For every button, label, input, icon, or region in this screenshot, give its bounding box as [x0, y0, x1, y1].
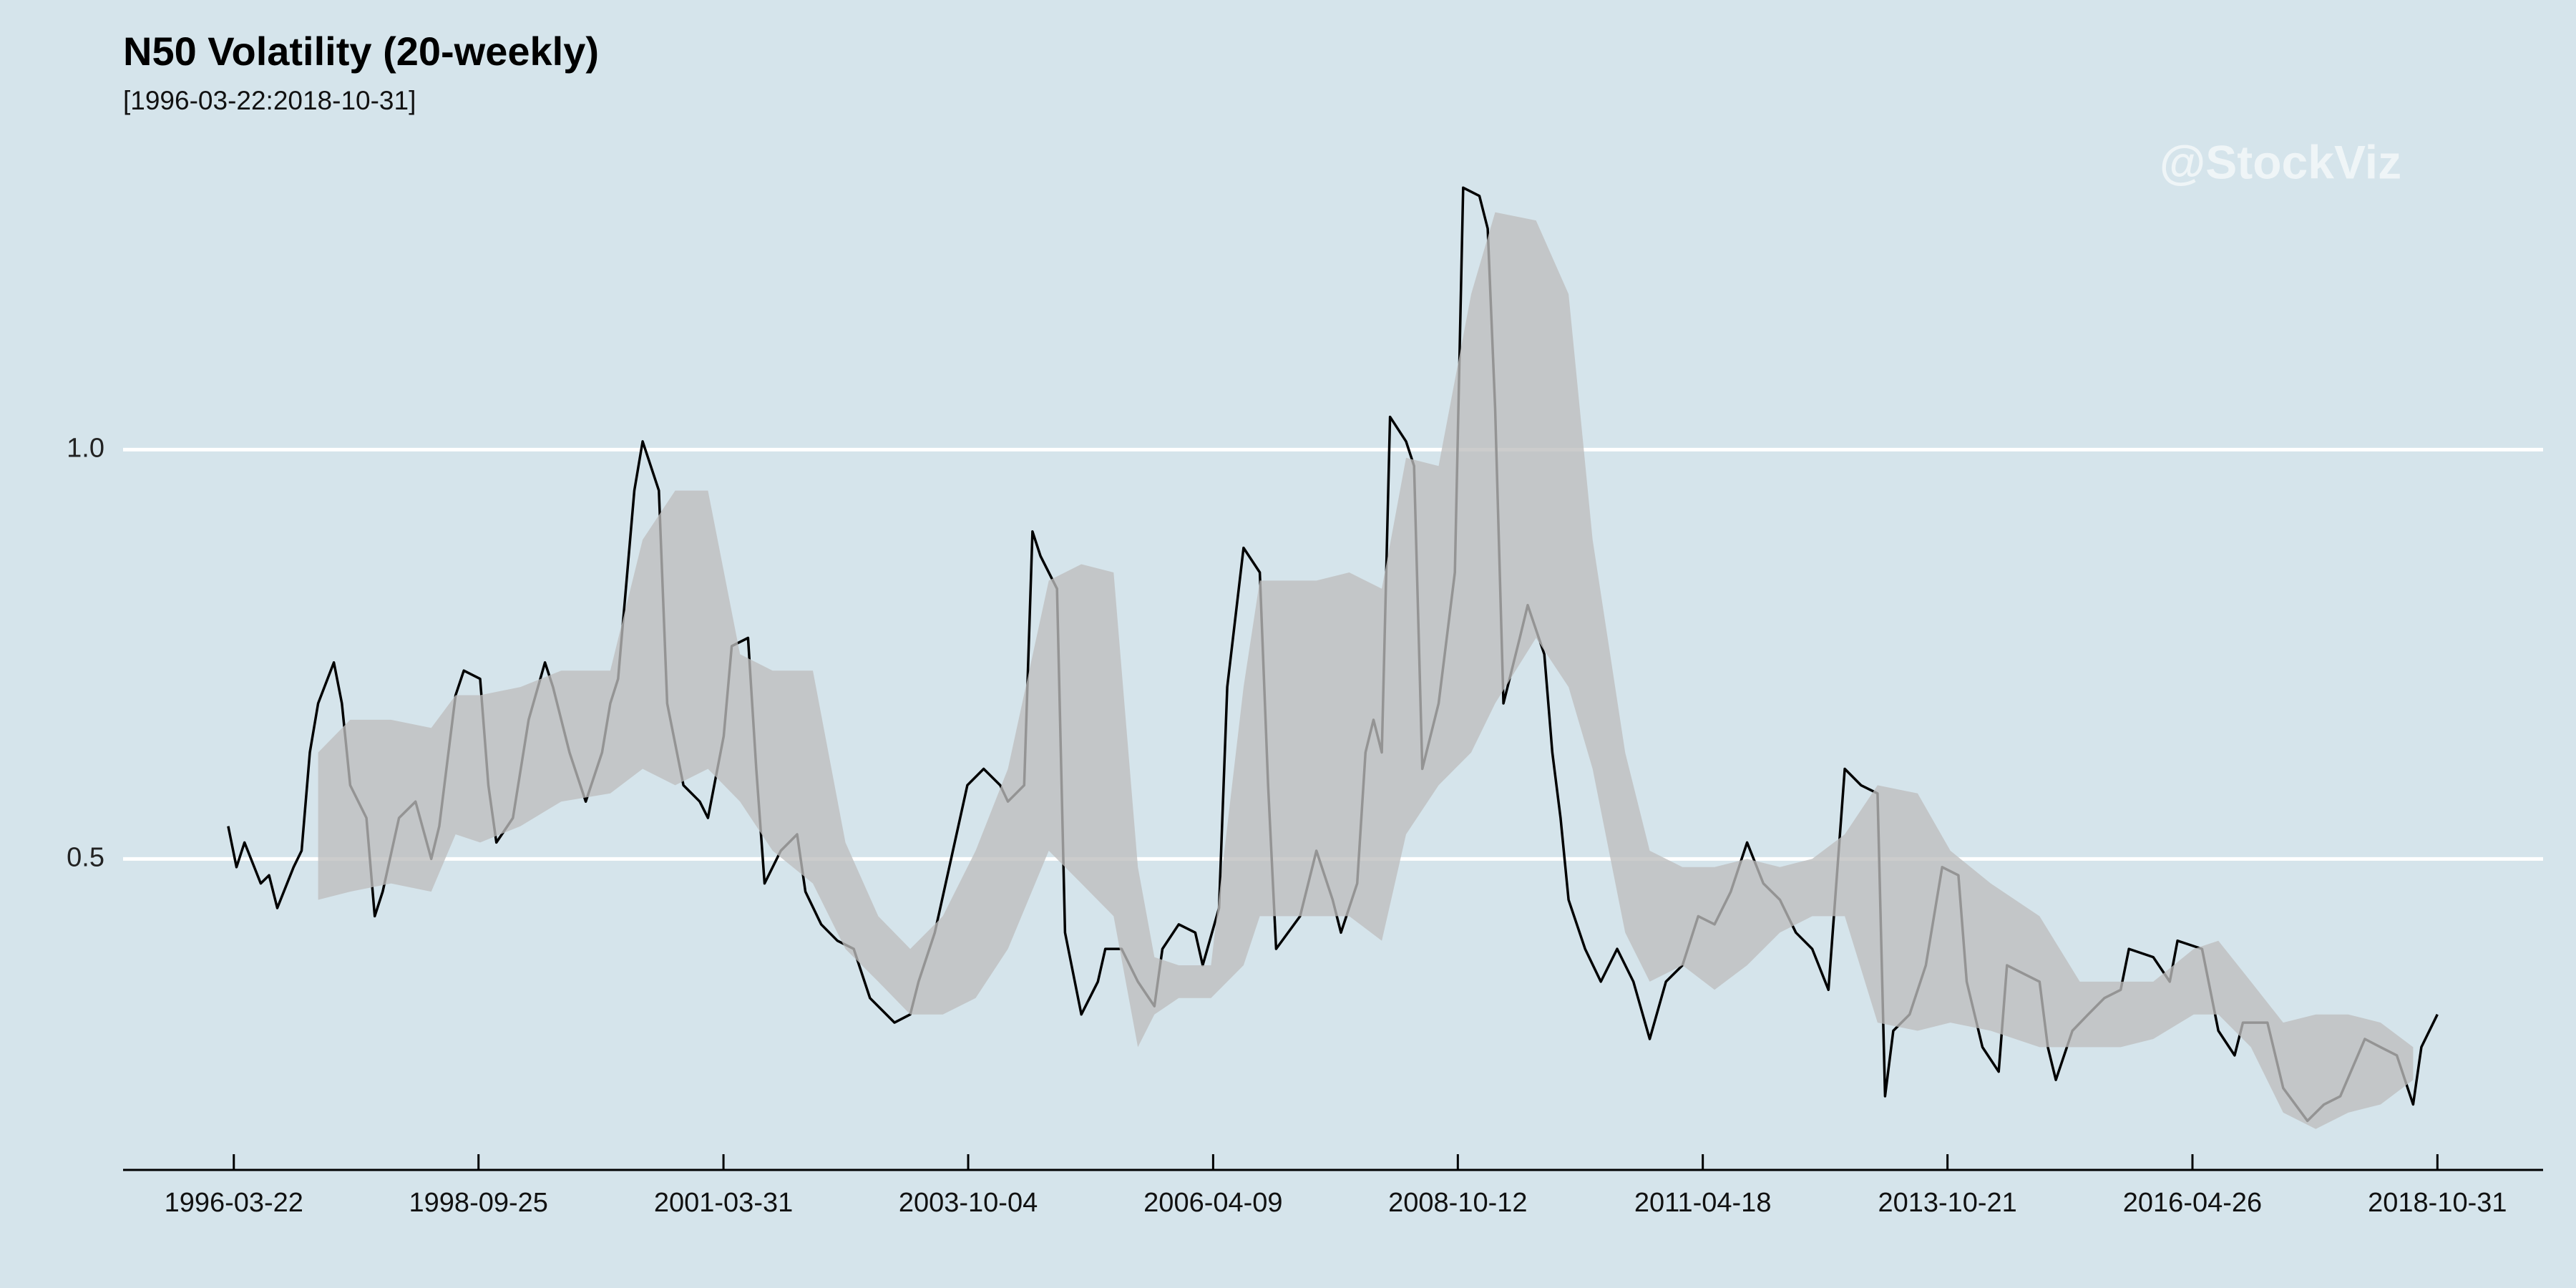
x-tick-label: 2008-10-12 [1388, 1188, 1527, 1218]
x-tick-label: 2001-03-31 [654, 1188, 793, 1218]
x-tick-label: 2011-04-18 [1634, 1188, 1772, 1218]
x-tick-label: 2013-10-21 [1878, 1188, 2016, 1218]
x-tick-label: 1996-03-22 [165, 1188, 303, 1218]
chart-title: N50 Volatility (20-weekly) [123, 29, 599, 74]
x-tick-label: 2016-04-26 [2123, 1188, 2262, 1218]
band-area [318, 212, 2414, 1129]
chart-subtitle: [1996-03-22:2018-10-31] [123, 86, 416, 115]
x-tick-label: 2006-04-09 [1143, 1188, 1282, 1218]
x-tick-label: 1998-09-25 [409, 1188, 548, 1218]
watermark: @StockViz [2160, 135, 2401, 188]
y-tick-label: 0.5 [67, 842, 104, 872]
y-tick-label: 1.0 [67, 433, 104, 463]
x-tick-label: 2018-10-31 [2368, 1188, 2507, 1218]
x-tick-label: 2003-10-04 [899, 1188, 1038, 1218]
